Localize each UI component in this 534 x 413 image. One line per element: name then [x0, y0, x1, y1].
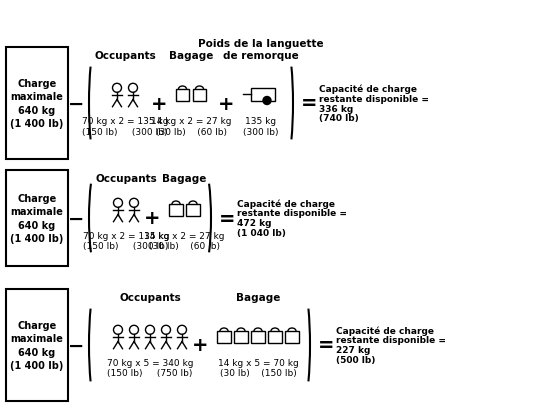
Text: 227 kg: 227 kg — [336, 346, 371, 355]
Text: restante disponible =: restante disponible = — [237, 209, 347, 218]
FancyBboxPatch shape — [6, 171, 68, 266]
Text: 336 kg: 336 kg — [319, 104, 354, 113]
Text: 135 kg: 135 kg — [246, 117, 277, 126]
Text: (1 040 lb): (1 040 lb) — [237, 229, 286, 238]
Text: Charge
maximale
640 kg
(1 400 lb): Charge maximale 640 kg (1 400 lb) — [10, 320, 64, 370]
Bar — [169, 205, 183, 216]
Bar — [252, 331, 265, 343]
Text: (30 lb)    (60 lb): (30 lb) (60 lb) — [155, 127, 226, 136]
Text: (150 lb)     (750 lb): (150 lb) (750 lb) — [107, 369, 193, 377]
Text: 70 kg x 2 = 135 kg: 70 kg x 2 = 135 kg — [82, 117, 168, 126]
Text: Occupants: Occupants — [95, 173, 157, 183]
Text: restante disponible =: restante disponible = — [319, 94, 429, 103]
Text: +: + — [192, 336, 208, 355]
Text: (740 lb): (740 lb) — [319, 114, 359, 123]
Text: (30 lb)    (150 lb): (30 lb) (150 lb) — [219, 369, 296, 377]
Bar — [268, 331, 282, 343]
Text: −: − — [68, 94, 84, 113]
Text: Capacité de charge: Capacité de charge — [336, 325, 434, 335]
Bar — [193, 90, 206, 102]
Text: 70 kg x 2 = 135 kg: 70 kg x 2 = 135 kg — [83, 232, 169, 241]
Text: Occupants: Occupants — [94, 51, 156, 61]
Bar — [186, 205, 200, 216]
Text: 14 kg x 5 = 70 kg: 14 kg x 5 = 70 kg — [218, 358, 299, 368]
Bar — [285, 331, 299, 343]
Bar — [251, 88, 275, 101]
Text: +: + — [144, 209, 160, 228]
Text: Capacité de charge: Capacité de charge — [319, 84, 417, 93]
Text: 472 kg: 472 kg — [237, 219, 271, 228]
Text: restante disponible =: restante disponible = — [336, 336, 446, 345]
Text: −: − — [68, 336, 84, 355]
Text: =: = — [318, 336, 334, 355]
Text: =: = — [219, 209, 235, 228]
Text: Bagage: Bagage — [236, 292, 280, 302]
Text: (150 lb)     (300 lb): (150 lb) (300 lb) — [82, 127, 168, 136]
Text: Poids de la languette
de remorque: Poids de la languette de remorque — [198, 39, 324, 61]
Text: 14 kg x 2 = 27 kg: 14 kg x 2 = 27 kg — [144, 232, 225, 241]
Text: Occupants: Occupants — [119, 292, 181, 302]
Text: Charge
maximale
640 kg
(1 400 lb): Charge maximale 640 kg (1 400 lb) — [10, 79, 64, 128]
Text: Bagage: Bagage — [169, 51, 213, 61]
Text: Charge
maximale
640 kg
(1 400 lb): Charge maximale 640 kg (1 400 lb) — [10, 194, 64, 243]
Text: Bagage: Bagage — [162, 173, 207, 183]
Text: +: + — [151, 94, 167, 113]
Bar — [234, 331, 248, 343]
FancyBboxPatch shape — [6, 289, 68, 401]
Text: =: = — [301, 94, 317, 113]
Text: (500 lb): (500 lb) — [336, 356, 375, 365]
Text: (300 lb): (300 lb) — [244, 127, 279, 136]
Bar — [217, 331, 231, 343]
Text: 70 kg x 5 = 340 kg: 70 kg x 5 = 340 kg — [107, 358, 193, 368]
Text: +: + — [218, 94, 234, 113]
FancyBboxPatch shape — [6, 48, 68, 159]
Text: 14 kg x 2 = 27 kg: 14 kg x 2 = 27 kg — [151, 117, 231, 126]
Text: (150 lb)     (300 lb): (150 lb) (300 lb) — [83, 242, 169, 251]
Text: −: − — [68, 209, 84, 228]
Text: Capacité de charge: Capacité de charge — [237, 199, 335, 208]
Text: (30 lb)    (60 lb): (30 lb) (60 lb) — [149, 242, 220, 251]
Circle shape — [263, 97, 271, 105]
Bar — [176, 90, 189, 102]
